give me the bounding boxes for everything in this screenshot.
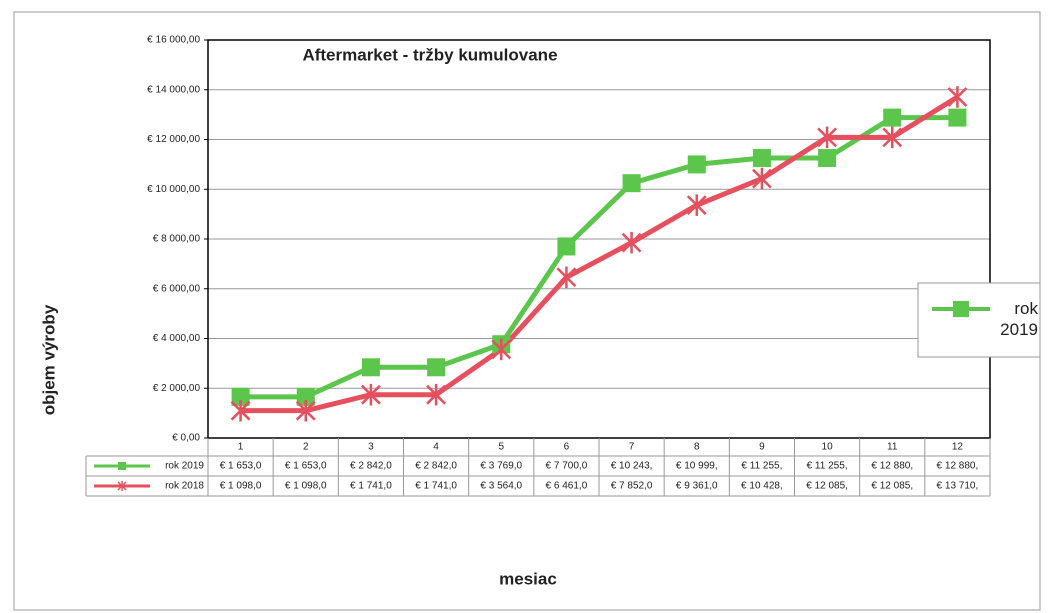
y-tick-label: € 8 000,00 [153, 234, 201, 245]
table-cell: € 12 880, [937, 461, 979, 472]
table-cell: € 1 653,0 [220, 461, 262, 472]
y-tick-label: € 2 000,00 [153, 383, 201, 394]
table-cell: € 10 999, [676, 461, 718, 472]
legend-marker [118, 462, 126, 470]
table-cell: € 2 842,0 [415, 461, 457, 472]
series-line [240, 115, 958, 400]
table-cell: € 1 653,0 [285, 461, 327, 472]
table-cell: € 6 461,0 [546, 481, 588, 492]
x-tick-label: 6 [564, 442, 570, 453]
x-tick-label: 7 [629, 442, 635, 453]
y-tick-label: € 16 000,00 [147, 35, 200, 46]
marker [427, 358, 446, 377]
y-tick-label: € 14 000,00 [147, 84, 200, 95]
marker [686, 194, 707, 216]
marker [687, 155, 706, 174]
marker [361, 358, 380, 377]
marker [230, 399, 251, 422]
table-series-name: rok 2018 [165, 481, 204, 492]
table-cell: € 1 098,0 [285, 481, 327, 492]
x-tick-label: 1 [238, 442, 244, 453]
y-axis-label: objem výroby [39, 304, 58, 415]
table-cell: € 13 710, [937, 481, 979, 492]
y-tick-label: € 4 000,00 [153, 333, 201, 344]
table-cell: € 1 741,0 [415, 481, 457, 492]
marker [882, 126, 903, 149]
x-tick-label: 3 [368, 442, 374, 453]
marker [557, 237, 576, 256]
table-series-name: rok 2019 [165, 461, 204, 472]
chart-title: Aftermarket - tržby kumulovane [302, 45, 557, 64]
table-cell: € 11 255, [741, 461, 782, 472]
legend-label: rok 2019 [1000, 299, 1038, 339]
table-cell: € 12 085, [806, 481, 848, 492]
table-cell: € 12 880, [871, 461, 913, 472]
table-cell: € 1 741,0 [350, 481, 392, 492]
x-tick-label: 8 [694, 442, 700, 453]
marker [883, 108, 902, 127]
marker [361, 383, 381, 406]
table-cell: € 1 098,0 [220, 481, 262, 492]
marker [491, 338, 512, 361]
y-tick-label: € 10 000,00 [147, 184, 200, 195]
x-tick-label: 4 [433, 442, 439, 453]
marker [622, 174, 641, 193]
marker [556, 266, 577, 289]
marker [818, 149, 837, 168]
marker [296, 387, 315, 406]
series-line [240, 94, 959, 414]
marker [231, 387, 250, 406]
x-tick-label: 2 [303, 442, 309, 453]
chart-border [13, 11, 1041, 611]
table-cell: € 9 361,0 [676, 481, 718, 492]
table-cell: € 11 255, [807, 461, 848, 472]
marker [621, 231, 642, 254]
legend-marker [117, 481, 127, 491]
table-cell: € 10 243, [611, 461, 653, 472]
x-tick-label: 11 [887, 442, 898, 453]
y-tick-label: € 6 000,00 [153, 283, 201, 294]
table-cell: € 7 852,0 [611, 481, 653, 492]
marker [817, 126, 837, 149]
table-cell: € 3 564,0 [480, 481, 522, 492]
x-tick-label: 9 [759, 442, 765, 453]
x-tick-label: 12 [952, 442, 964, 453]
marker [426, 383, 446, 406]
table-cell: € 7 700,0 [546, 461, 588, 472]
legend-box [917, 282, 1041, 358]
table-cell: € 12 085, [871, 481, 913, 492]
y-tick-label: € 0,00 [172, 433, 200, 444]
y-tick-label: € 12 000,00 [147, 134, 200, 145]
legend-marker [953, 301, 969, 317]
table-cell: € 10 428, [741, 481, 783, 492]
marker [752, 149, 771, 168]
table-cell: € 2 842,0 [350, 461, 392, 472]
legend-text-box: rok 2019 [1000, 299, 1038, 339]
marker [948, 108, 967, 127]
table-cell: € 3 769,0 [480, 461, 522, 472]
x-tick-label: 5 [498, 442, 504, 453]
marker [295, 399, 316, 422]
x-axis-label: mesiac [499, 569, 557, 588]
x-tick-label: 10 [822, 442, 834, 453]
marker [752, 167, 772, 190]
marker [947, 86, 968, 108]
